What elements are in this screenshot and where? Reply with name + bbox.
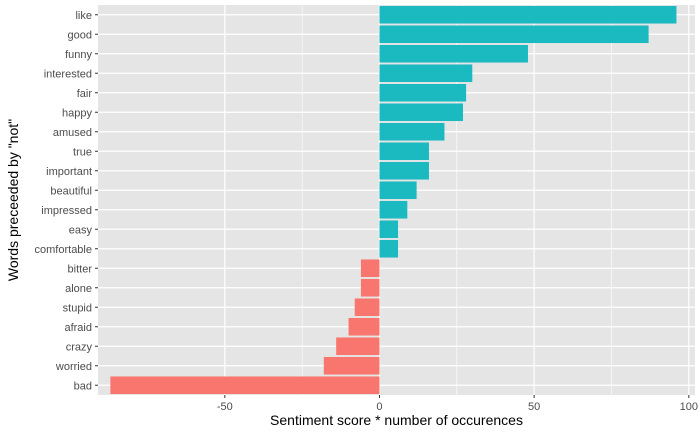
bar-beautiful xyxy=(379,181,417,200)
y-tick-label-easy: easy xyxy=(69,224,93,236)
y-tick-label-good: good xyxy=(68,29,92,41)
bar-like xyxy=(379,5,677,24)
x-axis-title: Sentiment score * number of occurences xyxy=(270,412,523,428)
bar-true xyxy=(379,142,429,161)
y-tick-label-bad: bad xyxy=(74,380,92,392)
y-tick-label-crazy: crazy xyxy=(66,341,93,353)
bar-crazy xyxy=(336,337,380,356)
bar-impressed xyxy=(379,200,408,219)
y-tick-label-stupid: stupid xyxy=(63,302,92,314)
bar-amused xyxy=(379,122,445,141)
bar-alone xyxy=(360,278,380,297)
x-tick-label: -50 xyxy=(217,401,233,413)
y-tick-label-funny: funny xyxy=(65,49,92,61)
bar-interested xyxy=(379,64,473,83)
y-tick-labels: like good funny interested fair happy amused tr… xyxy=(35,10,98,392)
y-tick-label-comfortable: comfortable xyxy=(35,244,92,256)
bar-good xyxy=(379,25,649,44)
y-tick-label-true: true xyxy=(73,146,92,158)
x-tick-label: 100 xyxy=(680,401,698,413)
bar-bad xyxy=(110,376,380,395)
y-axis-title: Words preceeded by "not" xyxy=(5,119,21,281)
bar-stupid xyxy=(354,298,380,317)
bar-fair xyxy=(379,83,467,102)
y-tick-label-important: important xyxy=(46,166,92,178)
bar-funny xyxy=(379,44,528,63)
y-tick-label-like: like xyxy=(75,10,92,22)
y-tick-label-fair: fair xyxy=(77,88,93,100)
bar-important xyxy=(379,161,429,180)
x-tick-label: 0 xyxy=(376,401,382,413)
y-tick-label-alone: alone xyxy=(65,283,92,295)
y-tick-label-afraid: afraid xyxy=(64,322,92,334)
x-tick-label: 50 xyxy=(528,401,540,413)
y-tick-label-amused: amused xyxy=(53,127,92,139)
y-tick-label-beautiful: beautiful xyxy=(50,185,92,197)
y-tick-label-happy: happy xyxy=(62,107,92,119)
x-tick-labels: -50 0 50 100 xyxy=(217,395,698,413)
y-tick-label-impressed: impressed xyxy=(41,205,92,217)
bar-bitter xyxy=(360,259,380,278)
y-tick-label-interested: interested xyxy=(44,68,92,80)
bar-comfortable xyxy=(379,239,399,258)
bar-worried xyxy=(323,356,380,375)
bar-happy xyxy=(379,103,464,122)
bar-easy xyxy=(379,220,399,239)
y-tick-label-worried: worried xyxy=(55,361,92,373)
bar-layer xyxy=(110,5,677,395)
y-tick-label-bitter: bitter xyxy=(68,263,93,275)
plot-panel xyxy=(98,5,695,395)
bar-afraid xyxy=(348,317,380,336)
